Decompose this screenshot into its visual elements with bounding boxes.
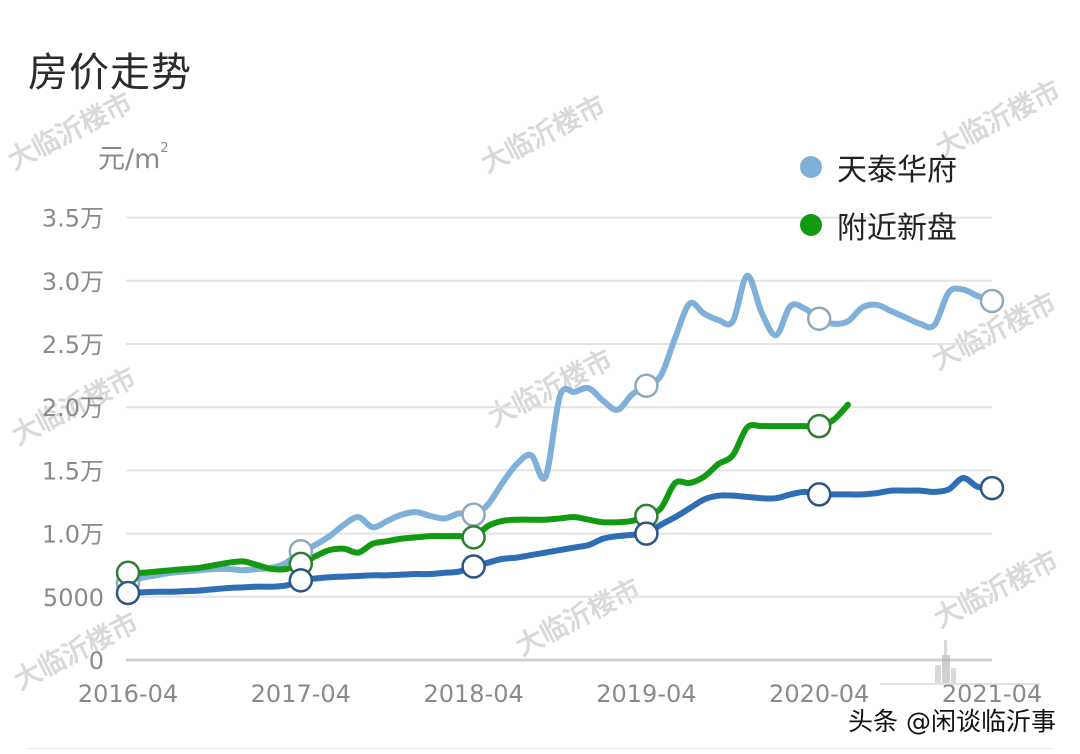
data-point-marker[interactable] bbox=[634, 521, 659, 546]
data-point-marker[interactable] bbox=[979, 288, 1005, 314]
y-tick-label: 0 bbox=[89, 647, 104, 675]
page-title: 房价走势 bbox=[28, 50, 192, 96]
data-point-marker[interactable] bbox=[979, 475, 1005, 501]
y-tick-label: 3.0万 bbox=[42, 268, 104, 296]
data-point-marker[interactable] bbox=[115, 580, 141, 606]
skyline-decoration bbox=[880, 640, 1040, 685]
legend-label: 天泰华府 bbox=[837, 153, 957, 188]
divider bbox=[28, 748, 1052, 749]
series-line bbox=[125, 401, 851, 576]
data-point-marker[interactable] bbox=[461, 525, 486, 550]
y-tick-label: 2.5万 bbox=[42, 331, 104, 359]
y-tick-label: 5000 bbox=[43, 584, 104, 612]
watermark: 大临沂楼市 bbox=[476, 89, 611, 179]
data-point-marker[interactable] bbox=[288, 568, 314, 593]
x-tick-label: 2018-04 bbox=[423, 680, 523, 708]
y-tick-label: 1.5万 bbox=[42, 457, 104, 485]
y-tick-label: 1.0万 bbox=[42, 521, 104, 549]
data-point-marker[interactable] bbox=[461, 502, 486, 527]
data-point-marker[interactable] bbox=[634, 373, 659, 398]
y-tick-label: 3.5万 bbox=[42, 205, 104, 233]
data-point-marker[interactable] bbox=[461, 554, 486, 579]
watermark: 大临沂楼市 bbox=[929, 544, 1064, 634]
watermark: 大临沂楼市 bbox=[3, 86, 138, 176]
source-credit: 头条 @闲谈临沂事 bbox=[848, 707, 1056, 736]
data-point-marker[interactable] bbox=[115, 560, 141, 586]
legend-dot-icon bbox=[800, 214, 822, 236]
y-tick-label: 2.0万 bbox=[42, 394, 104, 422]
y-axis-ticks: 0 5000 1.0万 1.5万 2.0万 2.5万 3.0万 3.5万 bbox=[42, 205, 104, 675]
x-axis-ticks: 2016-04 2017-04 2018-04 2019-04 2020-04 2021-… bbox=[78, 680, 1042, 708]
data-point-marker[interactable] bbox=[806, 306, 832, 331]
legend-dot-icon bbox=[800, 156, 822, 178]
x-tick-label: 2016-04 bbox=[78, 680, 178, 708]
legend-item-nearby-new[interactable]: 附近新盘 bbox=[800, 196, 957, 254]
x-tick-label: 2017-04 bbox=[251, 680, 351, 708]
data-point-marker[interactable] bbox=[806, 413, 832, 439]
watermark: 大临沂楼市 bbox=[483, 343, 618, 433]
watermark: 大临沂楼市 bbox=[511, 572, 646, 662]
legend-item-tiantai-huafu[interactable]: 天泰华府 bbox=[800, 138, 957, 196]
legend-label: 附近新盘 bbox=[837, 211, 957, 246]
legend: 天泰华府 附近新盘 bbox=[800, 138, 957, 254]
series-lines bbox=[115, 272, 1005, 606]
series-line bbox=[125, 474, 995, 597]
gridlines bbox=[126, 216, 992, 662]
series-line bbox=[125, 272, 995, 586]
x-tick-label: 2020-04 bbox=[769, 680, 869, 708]
y-axis-unit: 元/m2 bbox=[98, 141, 169, 175]
data-point-marker[interactable] bbox=[806, 482, 832, 507]
x-tick-label: 2019-04 bbox=[596, 680, 696, 708]
